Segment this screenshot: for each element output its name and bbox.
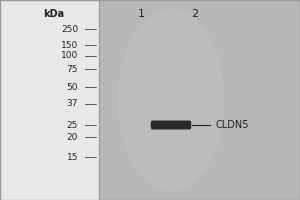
Text: kDa: kDa — [44, 9, 64, 19]
Ellipse shape — [118, 10, 224, 190]
Text: 20: 20 — [67, 132, 78, 142]
Text: 25: 25 — [67, 120, 78, 130]
Text: 15: 15 — [67, 152, 78, 162]
Text: 50: 50 — [67, 83, 78, 92]
FancyBboxPatch shape — [0, 0, 99, 200]
Text: 250: 250 — [61, 24, 78, 33]
FancyBboxPatch shape — [152, 121, 190, 129]
Text: CLDN5: CLDN5 — [216, 120, 250, 130]
Text: 100: 100 — [61, 51, 78, 60]
Text: 150: 150 — [61, 40, 78, 49]
Text: 2: 2 — [191, 9, 199, 19]
Text: 37: 37 — [67, 99, 78, 108]
FancyBboxPatch shape — [99, 0, 300, 200]
Text: 1: 1 — [137, 9, 145, 19]
Text: 75: 75 — [67, 64, 78, 73]
